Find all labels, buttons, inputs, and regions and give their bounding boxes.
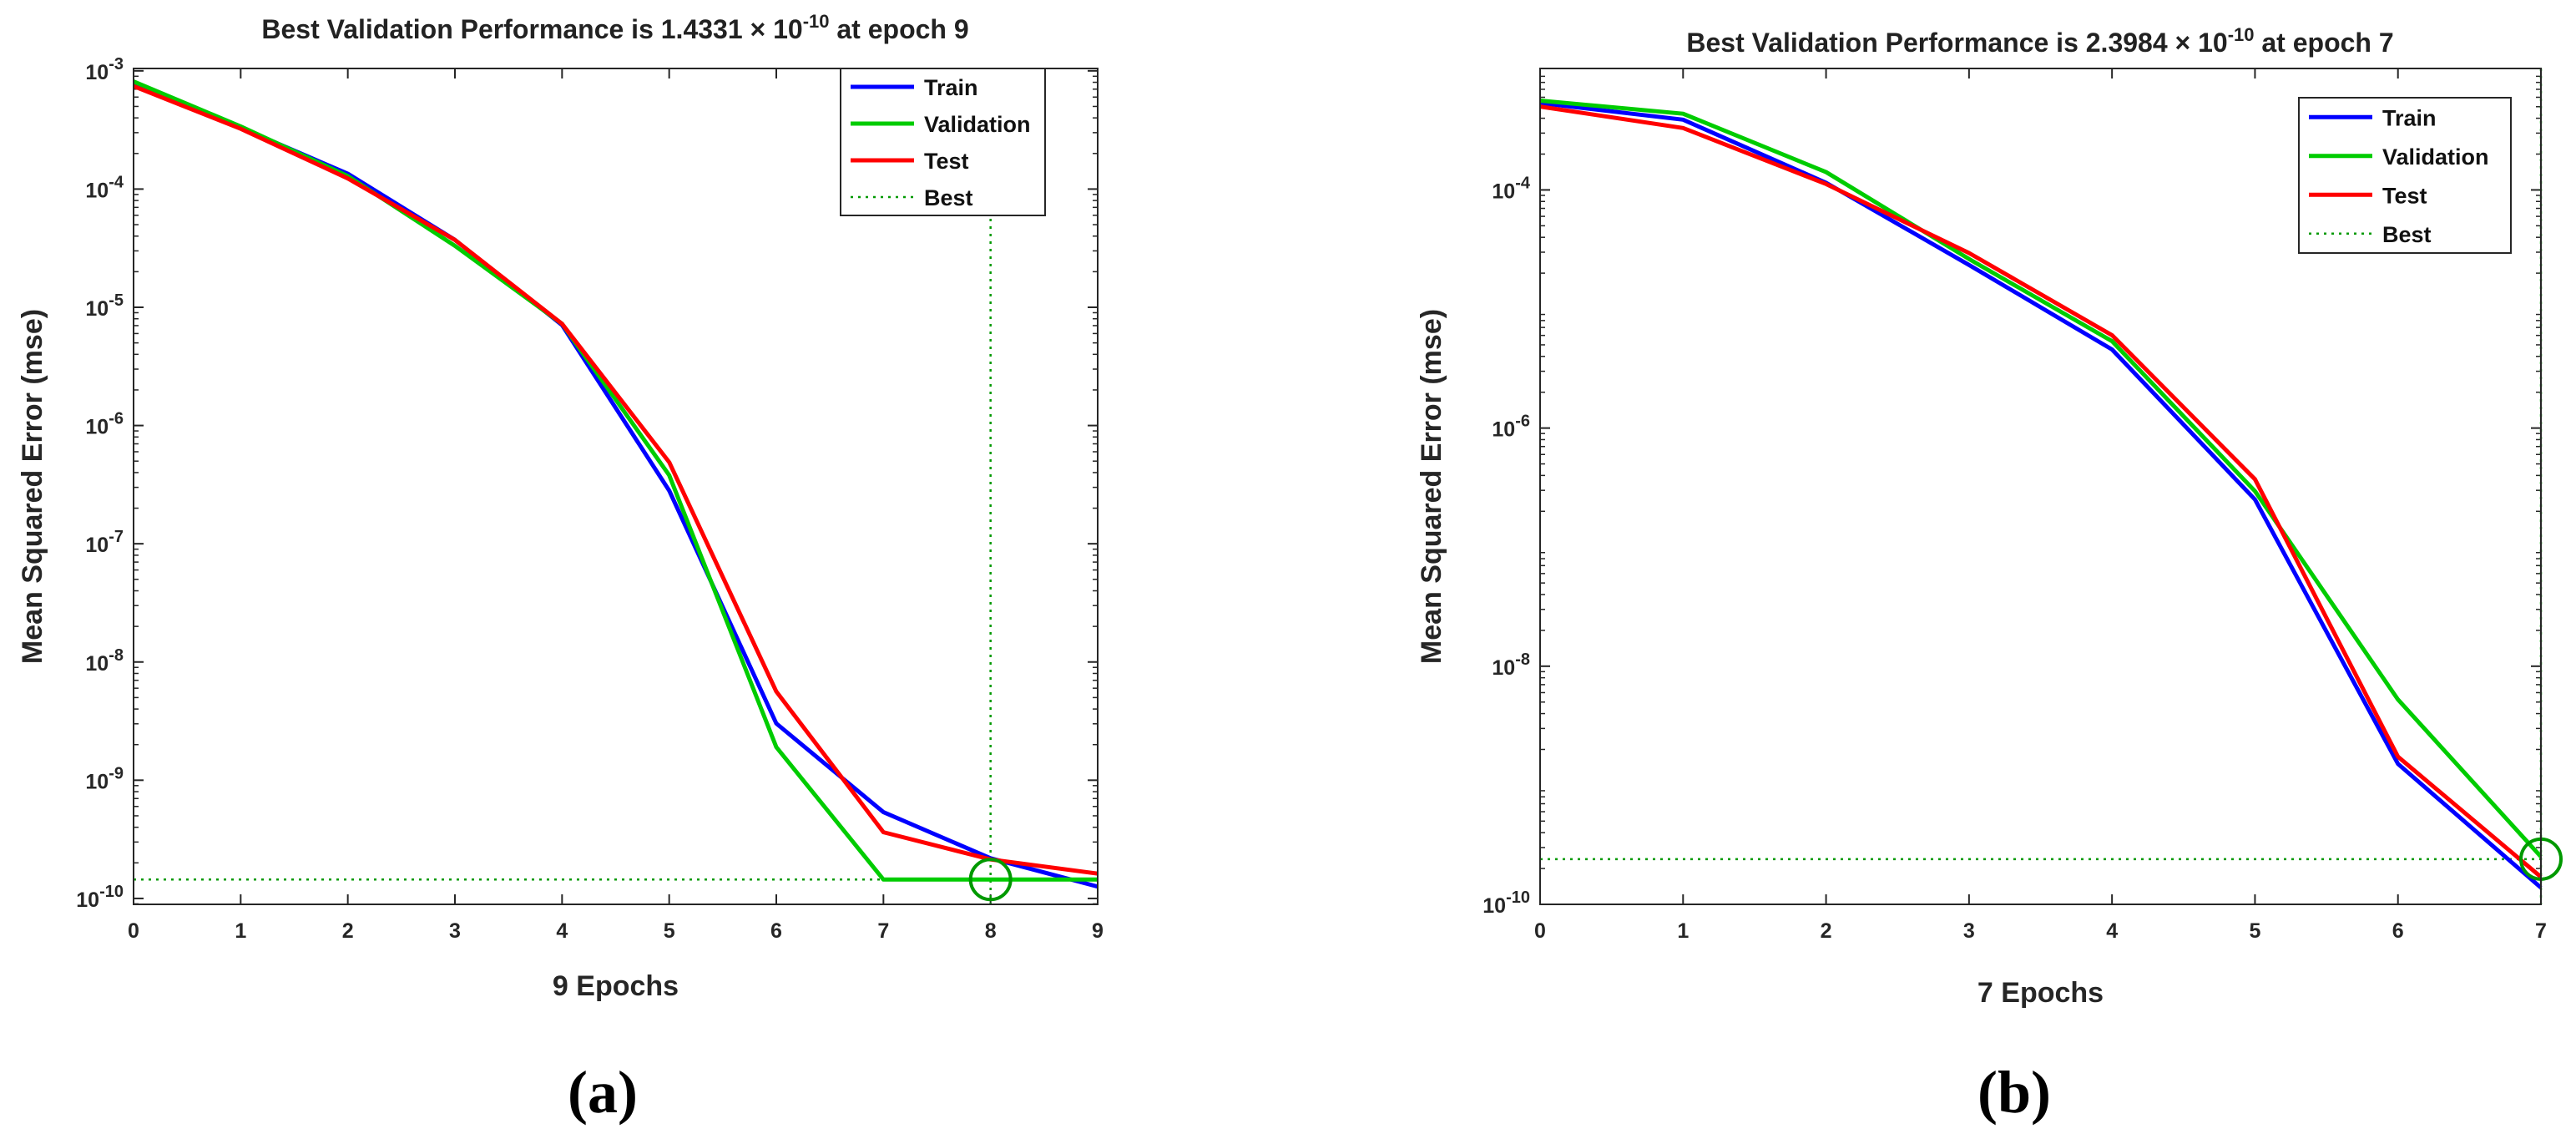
chart-title: Best Validation Performance is 1.4331 × … xyxy=(261,11,968,44)
x-tick-label: 5 xyxy=(664,919,675,943)
plot-frame xyxy=(133,68,1099,905)
y-tick-label: 10-6 xyxy=(85,410,124,439)
chart-panel-a: 0 1 2 3 4 5 6 7 8 9 10-10 10-9 10-8 10-7 10-6 10-5 10-4 1… xyxy=(17,11,1104,1126)
y-tick-label: 10-6 xyxy=(1492,413,1530,442)
legend-label-best: Best xyxy=(2382,222,2432,247)
legend-box xyxy=(2298,97,2512,254)
y-tick-label: 10-8 xyxy=(1492,650,1530,680)
series-line-test xyxy=(133,84,1099,876)
x-tick-label: 1 xyxy=(235,919,246,943)
x-tick-label: 5 xyxy=(2249,919,2260,943)
legend-label-best: Best xyxy=(924,185,973,210)
legend: Train Validation Test Best xyxy=(840,68,1046,216)
x-tick-label: 1 xyxy=(1677,919,1689,943)
x-tick-label: 8 xyxy=(985,919,997,943)
x-tick-label: 7 xyxy=(2535,919,2547,943)
x-tick-label: 6 xyxy=(770,919,782,943)
x-tick-label: 0 xyxy=(1534,919,1546,943)
x-tick-label: 2 xyxy=(1821,919,1832,943)
legend-label-test: Test xyxy=(924,149,969,174)
legend-label-train: Train xyxy=(924,75,978,100)
series-line-test xyxy=(1539,104,2543,879)
y-tick-label: 10-8 xyxy=(85,646,124,676)
panel-caption: (b) xyxy=(1977,1059,2051,1126)
plot-frame xyxy=(1539,68,2542,905)
y-tick-label: 10-3 xyxy=(85,55,124,84)
chart-panel-b: 0 1 2 3 4 5 6 7 10-10 10-8 10-6 10-4 Train Validation… xyxy=(1416,24,2563,1126)
y-tick-label: 10-7 xyxy=(85,528,124,557)
y-axis-label: Mean Squared Error (mse) xyxy=(1416,309,1447,664)
y-tick-label: 10-5 xyxy=(85,291,124,321)
x-tick-label: 7 xyxy=(877,919,889,943)
x-tick-label: 4 xyxy=(556,919,568,943)
y-tick-label: 10-4 xyxy=(1492,174,1530,203)
x-tick-label: 2 xyxy=(342,919,354,943)
legend-box xyxy=(840,68,1046,216)
series-line-train xyxy=(1539,100,2543,889)
legend-label-test: Test xyxy=(2382,183,2427,208)
x-axis-label: 7 Epochs xyxy=(1977,977,2104,1009)
legend-label-validation: Validation xyxy=(2382,144,2489,170)
series-line-validation xyxy=(1539,99,2543,858)
y-axis-label: Mean Squared Error (mse) xyxy=(17,309,48,664)
y-tick-label: 10-9 xyxy=(85,764,124,793)
x-tick-label: 0 xyxy=(128,919,139,943)
y-tick-label: 10-10 xyxy=(1482,888,1530,918)
best-marker xyxy=(968,858,1013,902)
legend-label-train: Train xyxy=(2382,105,2437,130)
x-tick-label: 4 xyxy=(2106,919,2118,943)
x-tick-label: 3 xyxy=(1963,919,1975,943)
panel-caption: (a) xyxy=(568,1059,638,1126)
y-tick-label: 10-10 xyxy=(76,883,124,912)
x-tick-label: 9 xyxy=(1092,919,1104,943)
legend-label-validation: Validation xyxy=(924,112,1031,137)
series-line-validation xyxy=(133,79,1098,882)
legend: Train Validation Test Best xyxy=(2298,97,2512,254)
x-tick-label: 3 xyxy=(449,919,461,943)
y-tick-label: 10-4 xyxy=(85,173,124,202)
x-axis-label: 9 Epochs xyxy=(553,970,679,1002)
x-tick-label: 6 xyxy=(2392,919,2404,943)
chart-title: Best Validation Performance is 2.3984 × … xyxy=(1686,24,2393,58)
